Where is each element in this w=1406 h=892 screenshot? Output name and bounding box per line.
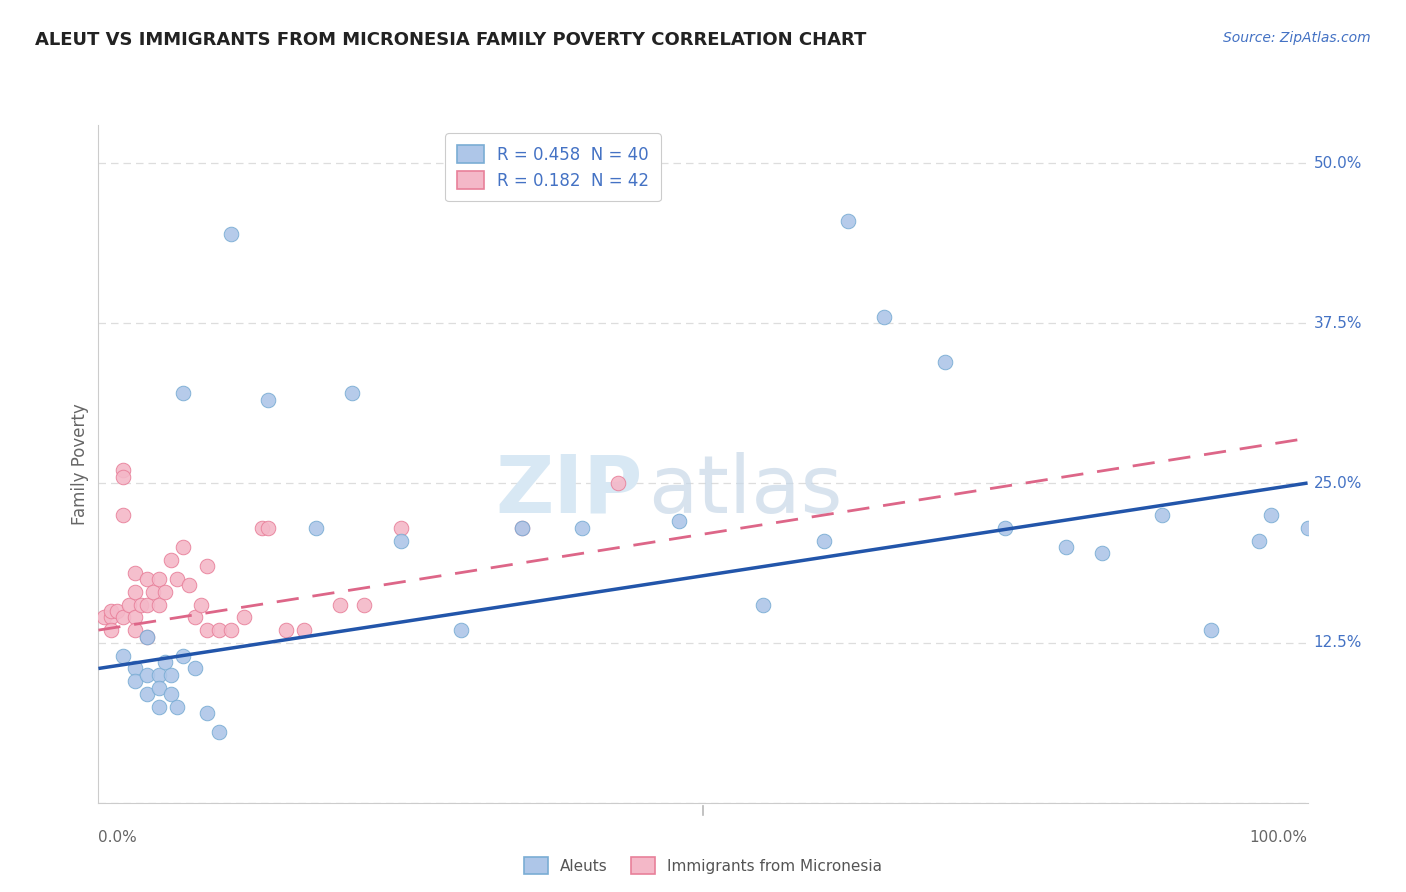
Point <box>135 668 157 682</box>
Point <box>292 623 315 637</box>
Point <box>124 566 146 580</box>
Point <box>389 521 412 535</box>
Text: 0.0%: 0.0% <box>98 830 138 845</box>
Point <box>1296 521 1319 535</box>
Point <box>160 687 183 701</box>
Point <box>124 661 146 675</box>
Point <box>232 610 254 624</box>
Point <box>195 623 218 637</box>
Point <box>256 392 278 407</box>
Point <box>111 463 134 477</box>
Point <box>100 604 122 618</box>
Point <box>177 578 201 592</box>
Point <box>124 610 146 624</box>
Point <box>208 623 231 637</box>
Point <box>184 661 207 675</box>
Text: ZIP: ZIP <box>495 452 643 530</box>
Point <box>111 648 134 663</box>
Point <box>160 553 183 567</box>
Point <box>166 699 188 714</box>
Point <box>148 681 170 695</box>
Point <box>166 572 188 586</box>
Point <box>135 598 157 612</box>
Point <box>274 623 297 637</box>
Point <box>1249 533 1271 548</box>
Point <box>100 610 122 624</box>
Text: 25.0%: 25.0% <box>1313 475 1362 491</box>
Point <box>1199 623 1222 637</box>
Text: 37.5%: 37.5% <box>1313 316 1362 331</box>
Text: ALEUT VS IMMIGRANTS FROM MICRONESIA FAMILY POVERTY CORRELATION CHART: ALEUT VS IMMIGRANTS FROM MICRONESIA FAMI… <box>35 31 866 49</box>
Point <box>190 598 212 612</box>
Point <box>1260 508 1282 522</box>
Point <box>153 655 176 669</box>
Point <box>111 610 134 624</box>
Point <box>389 533 412 548</box>
Point <box>135 687 157 701</box>
Point <box>607 476 630 491</box>
Point <box>105 604 128 618</box>
Point <box>250 521 273 535</box>
Point <box>93 610 115 624</box>
Point <box>172 386 194 401</box>
Point <box>135 630 157 644</box>
Point <box>571 521 593 535</box>
Text: 100.0%: 100.0% <box>1250 830 1308 845</box>
Text: 12.5%: 12.5% <box>1313 635 1362 650</box>
Point <box>142 584 165 599</box>
Point <box>873 310 896 324</box>
Point <box>195 559 218 574</box>
Point <box>329 598 352 612</box>
Point <box>118 598 141 612</box>
Legend: R = 0.458  N = 40, R = 0.182  N = 42: R = 0.458 N = 40, R = 0.182 N = 42 <box>446 133 661 202</box>
Point <box>124 584 146 599</box>
Point <box>934 354 956 368</box>
Point <box>1152 508 1174 522</box>
Point <box>129 598 152 612</box>
Point <box>148 668 170 682</box>
Y-axis label: Family Poverty: Family Poverty <box>72 403 90 524</box>
Point <box>148 699 170 714</box>
Point <box>195 706 218 721</box>
Point <box>994 521 1017 535</box>
Point <box>148 572 170 586</box>
Point <box>172 648 194 663</box>
Legend: Aleuts, Immigrants from Micronesia: Aleuts, Immigrants from Micronesia <box>517 851 889 880</box>
Point <box>1054 540 1077 554</box>
Point <box>172 540 194 554</box>
Point <box>100 623 122 637</box>
Point <box>510 521 533 535</box>
Point <box>221 623 243 637</box>
Point <box>668 515 690 529</box>
Point <box>837 214 859 228</box>
Point <box>184 610 207 624</box>
Point <box>135 630 157 644</box>
Point <box>135 572 157 586</box>
Point <box>221 227 243 241</box>
Point <box>353 598 375 612</box>
Point <box>208 725 231 739</box>
Point <box>813 533 835 548</box>
Point <box>256 521 278 535</box>
Point <box>1091 546 1114 560</box>
Point <box>148 598 170 612</box>
Text: 50.0%: 50.0% <box>1313 156 1362 170</box>
Point <box>153 584 176 599</box>
Point <box>111 469 134 483</box>
Point <box>160 668 183 682</box>
Text: Source: ZipAtlas.com: Source: ZipAtlas.com <box>1223 31 1371 45</box>
Point <box>450 623 472 637</box>
Point <box>305 521 328 535</box>
Point <box>510 521 533 535</box>
Text: atlas: atlas <box>648 452 844 530</box>
Point <box>752 598 775 612</box>
Point <box>124 674 146 689</box>
Point <box>111 508 134 522</box>
Point <box>124 623 146 637</box>
Point <box>342 386 364 401</box>
